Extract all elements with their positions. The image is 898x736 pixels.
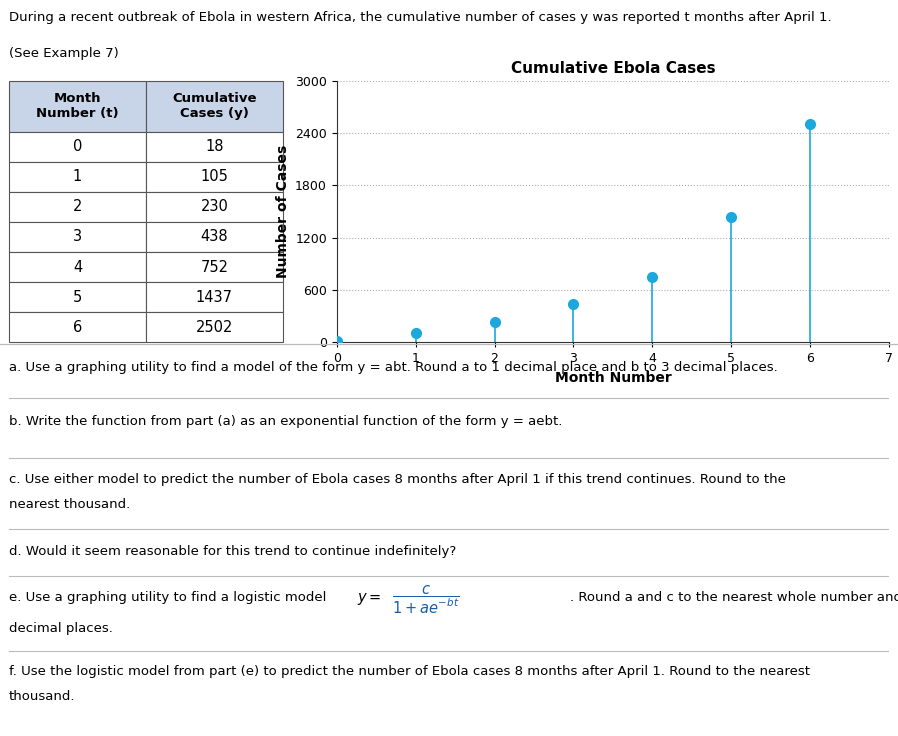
Text: (See Example 7): (See Example 7) bbox=[9, 47, 119, 60]
Text: decimal places.: decimal places. bbox=[9, 622, 113, 635]
Y-axis label: Number of Cases: Number of Cases bbox=[276, 145, 289, 278]
Text: b. Write the function from part (a) as an exponential function of the form y = a: b. Write the function from part (a) as a… bbox=[9, 415, 562, 428]
Text: c. Use either model to predict the number of Ebola cases 8 months after April 1 : c. Use either model to predict the numbe… bbox=[9, 473, 786, 486]
Title: Cumulative Ebola Cases: Cumulative Ebola Cases bbox=[511, 60, 715, 76]
Text: . Round a and c to the nearest whole number and b to 2: . Round a and c to the nearest whole num… bbox=[570, 591, 898, 604]
Text: f. Use the logistic model from part (e) to predict the number of Ebola cases 8 m: f. Use the logistic model from part (e) … bbox=[9, 665, 810, 678]
Text: During a recent outbreak of Ebola in western Africa, the cumulative number of ca: During a recent outbreak of Ebola in wes… bbox=[9, 11, 832, 24]
Text: a. Use a graphing utility to find a model of the form y = abt. Round a to 1 deci: a. Use a graphing utility to find a mode… bbox=[9, 361, 778, 374]
Text: nearest thousand.: nearest thousand. bbox=[9, 498, 130, 512]
Text: $\dfrac{c}{1 + ae^{-bt}}$: $\dfrac{c}{1 + ae^{-bt}}$ bbox=[392, 584, 459, 615]
Text: thousand.: thousand. bbox=[9, 690, 75, 703]
Text: $\mathit{y}=$: $\mathit{y}=$ bbox=[357, 591, 381, 607]
Text: e. Use a graphing utility to find a logistic model: e. Use a graphing utility to find a logi… bbox=[9, 591, 335, 604]
X-axis label: Month Number: Month Number bbox=[554, 370, 672, 384]
Text: d. Would it seem reasonable for this trend to continue indefinitely?: d. Would it seem reasonable for this tre… bbox=[9, 545, 456, 558]
